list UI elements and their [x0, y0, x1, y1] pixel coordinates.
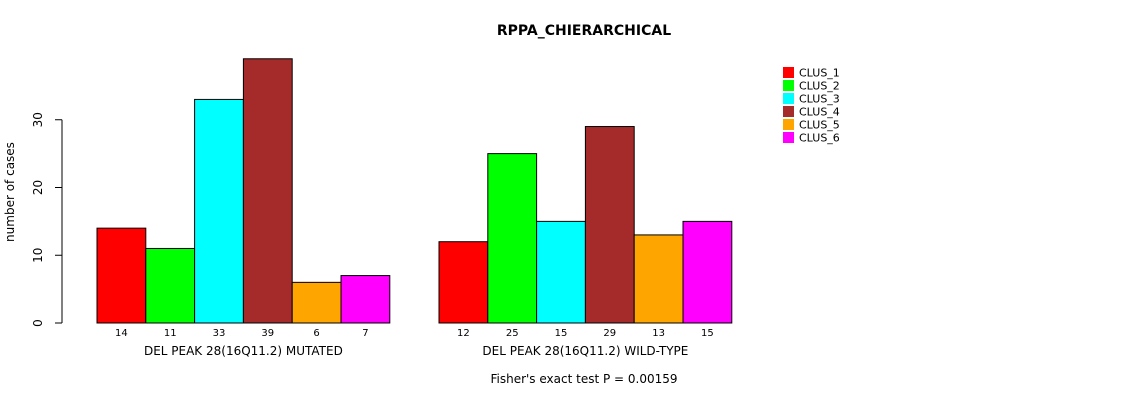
bar-clus-4 — [584, 126, 635, 324]
bar-clus-6 — [340, 275, 391, 324]
y-tick-label: 20 — [31, 180, 45, 195]
bar-clus-1 — [438, 241, 489, 324]
bar-value-label: 39 — [261, 328, 274, 339]
bar-clus-5 — [633, 234, 684, 324]
bar-value-label: 6 — [313, 328, 319, 339]
bar-value-label: 33 — [213, 328, 226, 339]
legend-label: CLUS_3 — [799, 93, 840, 106]
bar-value-label: 14 — [115, 328, 128, 339]
y-tick-label: 10 — [31, 248, 45, 263]
bar-value-label: 11 — [164, 328, 177, 339]
legend-swatch — [783, 67, 794, 78]
chart-title: RPPA_CHIERARCHICAL — [497, 23, 671, 39]
legend-swatch — [783, 80, 794, 91]
bar-value-label: 15 — [701, 328, 714, 339]
fisher-test-note: Fisher's exact test P = 0.00159 — [490, 372, 677, 386]
legend-label: CLUS_1 — [799, 67, 840, 80]
bar-value-label: 13 — [652, 328, 665, 339]
bar-value-label: 29 — [603, 328, 616, 339]
group-label: DEL PEAK 28(16Q11.2) WILD-TYPE — [482, 344, 688, 358]
bar-clus-2 — [145, 247, 196, 324]
bar-clus-3 — [194, 98, 244, 324]
legend-label: CLUS_6 — [799, 132, 840, 145]
legend-swatch — [783, 119, 794, 130]
bar-value-label: 7 — [362, 328, 368, 339]
bar-value-label: 12 — [457, 328, 470, 339]
bar-clus-4 — [242, 58, 293, 324]
legend-swatch — [783, 132, 794, 143]
bar-clus-6 — [682, 220, 733, 324]
bar-clus-5 — [291, 281, 342, 324]
y-axis-label: number of cases — [3, 142, 17, 242]
group-labels: 14 11 33 39 6 7 DEL PEAK 28(16Q11.2) MUTATED 12… — [115, 328, 714, 358]
bar-clus-3 — [536, 220, 586, 324]
bar-clus-2 — [487, 153, 538, 324]
group-label: DEL PEAK 28(16Q11.2) MUTATED — [144, 344, 343, 358]
y-axis: 0 10 20 30 — [31, 112, 63, 327]
bars — [96, 58, 733, 324]
bar-clus-1 — [96, 227, 147, 324]
bar-value-label: 25 — [506, 328, 519, 339]
legend-label: CLUS_5 — [799, 119, 840, 132]
legend-swatch — [783, 93, 794, 104]
y-tick-label: 30 — [31, 112, 45, 127]
legend-swatch — [783, 106, 794, 117]
bar-value-label: 15 — [555, 328, 568, 339]
y-tick-label: 0 — [31, 319, 45, 327]
legend-label: CLUS_4 — [799, 106, 840, 119]
legend-label: CLUS_2 — [799, 80, 840, 93]
